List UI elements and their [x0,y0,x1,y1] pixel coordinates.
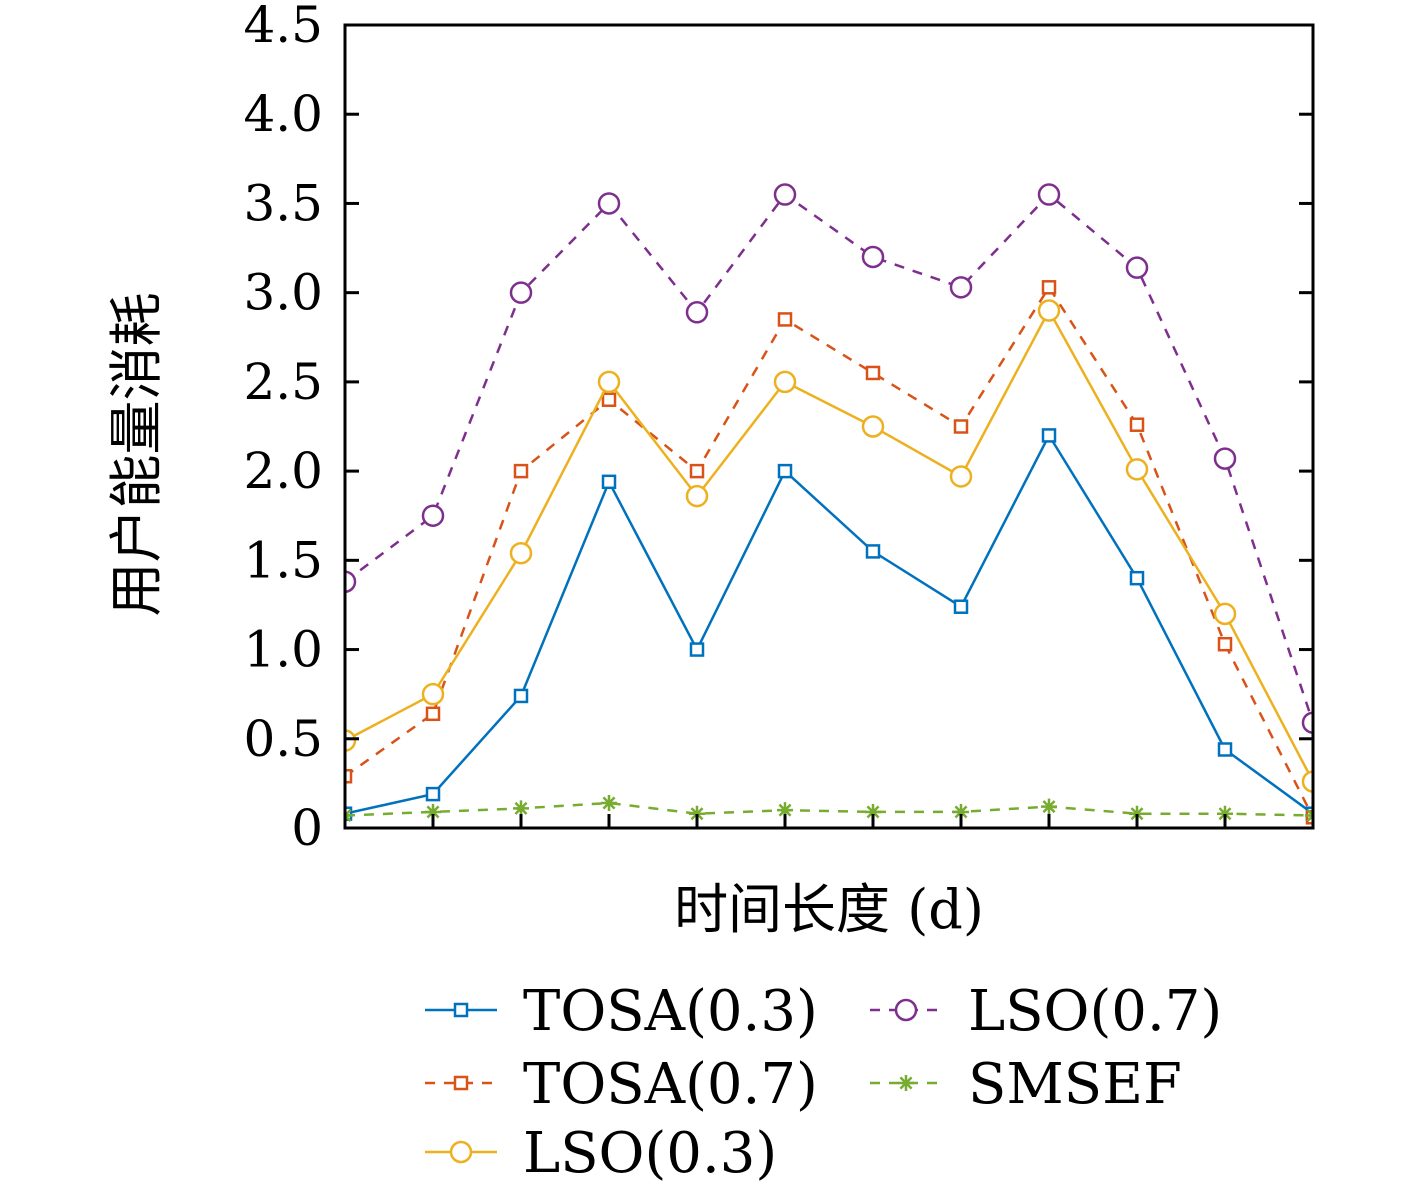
y-tick-label: 0 [291,799,323,857]
data-point [1125,458,1149,481]
series-line [345,432,1313,815]
series-LSO(0.3) [345,299,1313,793]
data-point [685,301,709,324]
data-point [1129,805,1145,822]
data-point [1217,805,1233,822]
legend-item: TOSA(0.3) [425,979,818,1044]
data-point [1213,602,1237,626]
legend-item: LSO(0.3) [425,1121,777,1186]
y-tick-label: 2.0 [243,442,323,500]
data-point [1037,299,1061,322]
series-line [345,307,1313,783]
legend-item: TOSA(0.7) [425,1052,818,1117]
y-tick-label: 4.5 [243,0,323,54]
data-point [685,484,709,508]
x-axis [343,814,1315,828]
data-point [601,392,617,407]
data-point [953,599,969,614]
data-point [1041,428,1057,443]
data-point [597,192,621,215]
data-point [1301,770,1313,793]
series-LSO(0.7) [345,183,1313,734]
data-point [1129,417,1145,432]
legend-item: LSO(0.7) [870,979,1222,1044]
data-point [1213,447,1237,470]
data-point [513,800,529,817]
legend-marker [453,1002,469,1018]
legend: TOSA(0.3) TOSA(0.7)LSO(0.3) LSO(0.7) SMSEF [425,979,1222,1186]
data-point [1037,183,1061,206]
y-tick-label: 3.0 [243,264,323,322]
data-point [1041,798,1057,815]
data-point [689,805,705,822]
data-point [865,365,881,381]
x-axis-label: 时间长度 (d) [674,878,984,941]
y-tick-label: 0.5 [243,710,323,768]
data-point [1125,256,1149,279]
data-point [953,803,969,820]
data-point [689,642,705,657]
legend-marker [449,1140,473,1164]
legend-label: TOSA(0.3) [523,979,818,1044]
data-point [1041,280,1057,295]
plot-frame [343,23,1315,830]
data-point [1217,742,1233,757]
data-point [949,276,973,299]
data-point [1217,636,1233,652]
legend-marker [898,1075,914,1091]
data-point [345,729,357,752]
data-point [949,465,973,488]
data-point [953,419,969,434]
legend-label: TOSA(0.7) [523,1052,818,1117]
data-point [513,463,529,479]
data-point [421,504,445,527]
data-point [861,415,885,438]
legend-marker [453,1075,469,1091]
legend-marker [894,998,918,1022]
series-TOSA(0.3) [345,428,1313,821]
series-line [345,801,1313,817]
legend-label: LSO(0.7) [968,979,1222,1044]
legend-label: SMSEF [968,1052,1182,1117]
data-point [777,802,793,819]
data-point [425,786,441,802]
series-SMSEF [345,795,1313,824]
y-axis-label: 用户能量消耗 [105,293,168,617]
data-point [865,544,881,559]
data-point [513,688,529,704]
data-point [425,706,441,722]
series-line [345,192,1313,724]
data-point [345,570,357,593]
series-TOSA(0.7) [345,280,1313,825]
y-tick-label: 1.5 [243,531,323,589]
data-point [421,682,445,706]
data-point [689,463,705,479]
data-point [865,803,881,820]
data-point [1301,711,1313,734]
data-point [425,803,441,820]
y-axis: 0 0.5 1.0 1.5 2.0 2.5 3.0 3.5 4.0 4.5 [243,0,1313,857]
y-tick-label: 2.5 [243,353,323,411]
y-tick-label: 3.5 [243,174,323,232]
data-point [509,281,533,304]
data-point [601,474,617,490]
data-point [597,370,621,394]
legend-item: SMSEF [870,1052,1182,1117]
data-point [509,541,533,565]
data-point [773,183,797,206]
data-point [345,769,353,784]
series-layer [345,183,1313,825]
data-point [777,312,793,327]
data-point [777,463,793,479]
data-point [1129,570,1145,586]
data-point [861,245,885,269]
y-tick-label: 1.0 [243,621,323,679]
data-point [773,370,797,394]
data-point [601,795,617,812]
series-line [345,284,1313,818]
legend-label: LSO(0.3) [523,1121,777,1186]
y-tick-label: 4.0 [243,85,323,143]
